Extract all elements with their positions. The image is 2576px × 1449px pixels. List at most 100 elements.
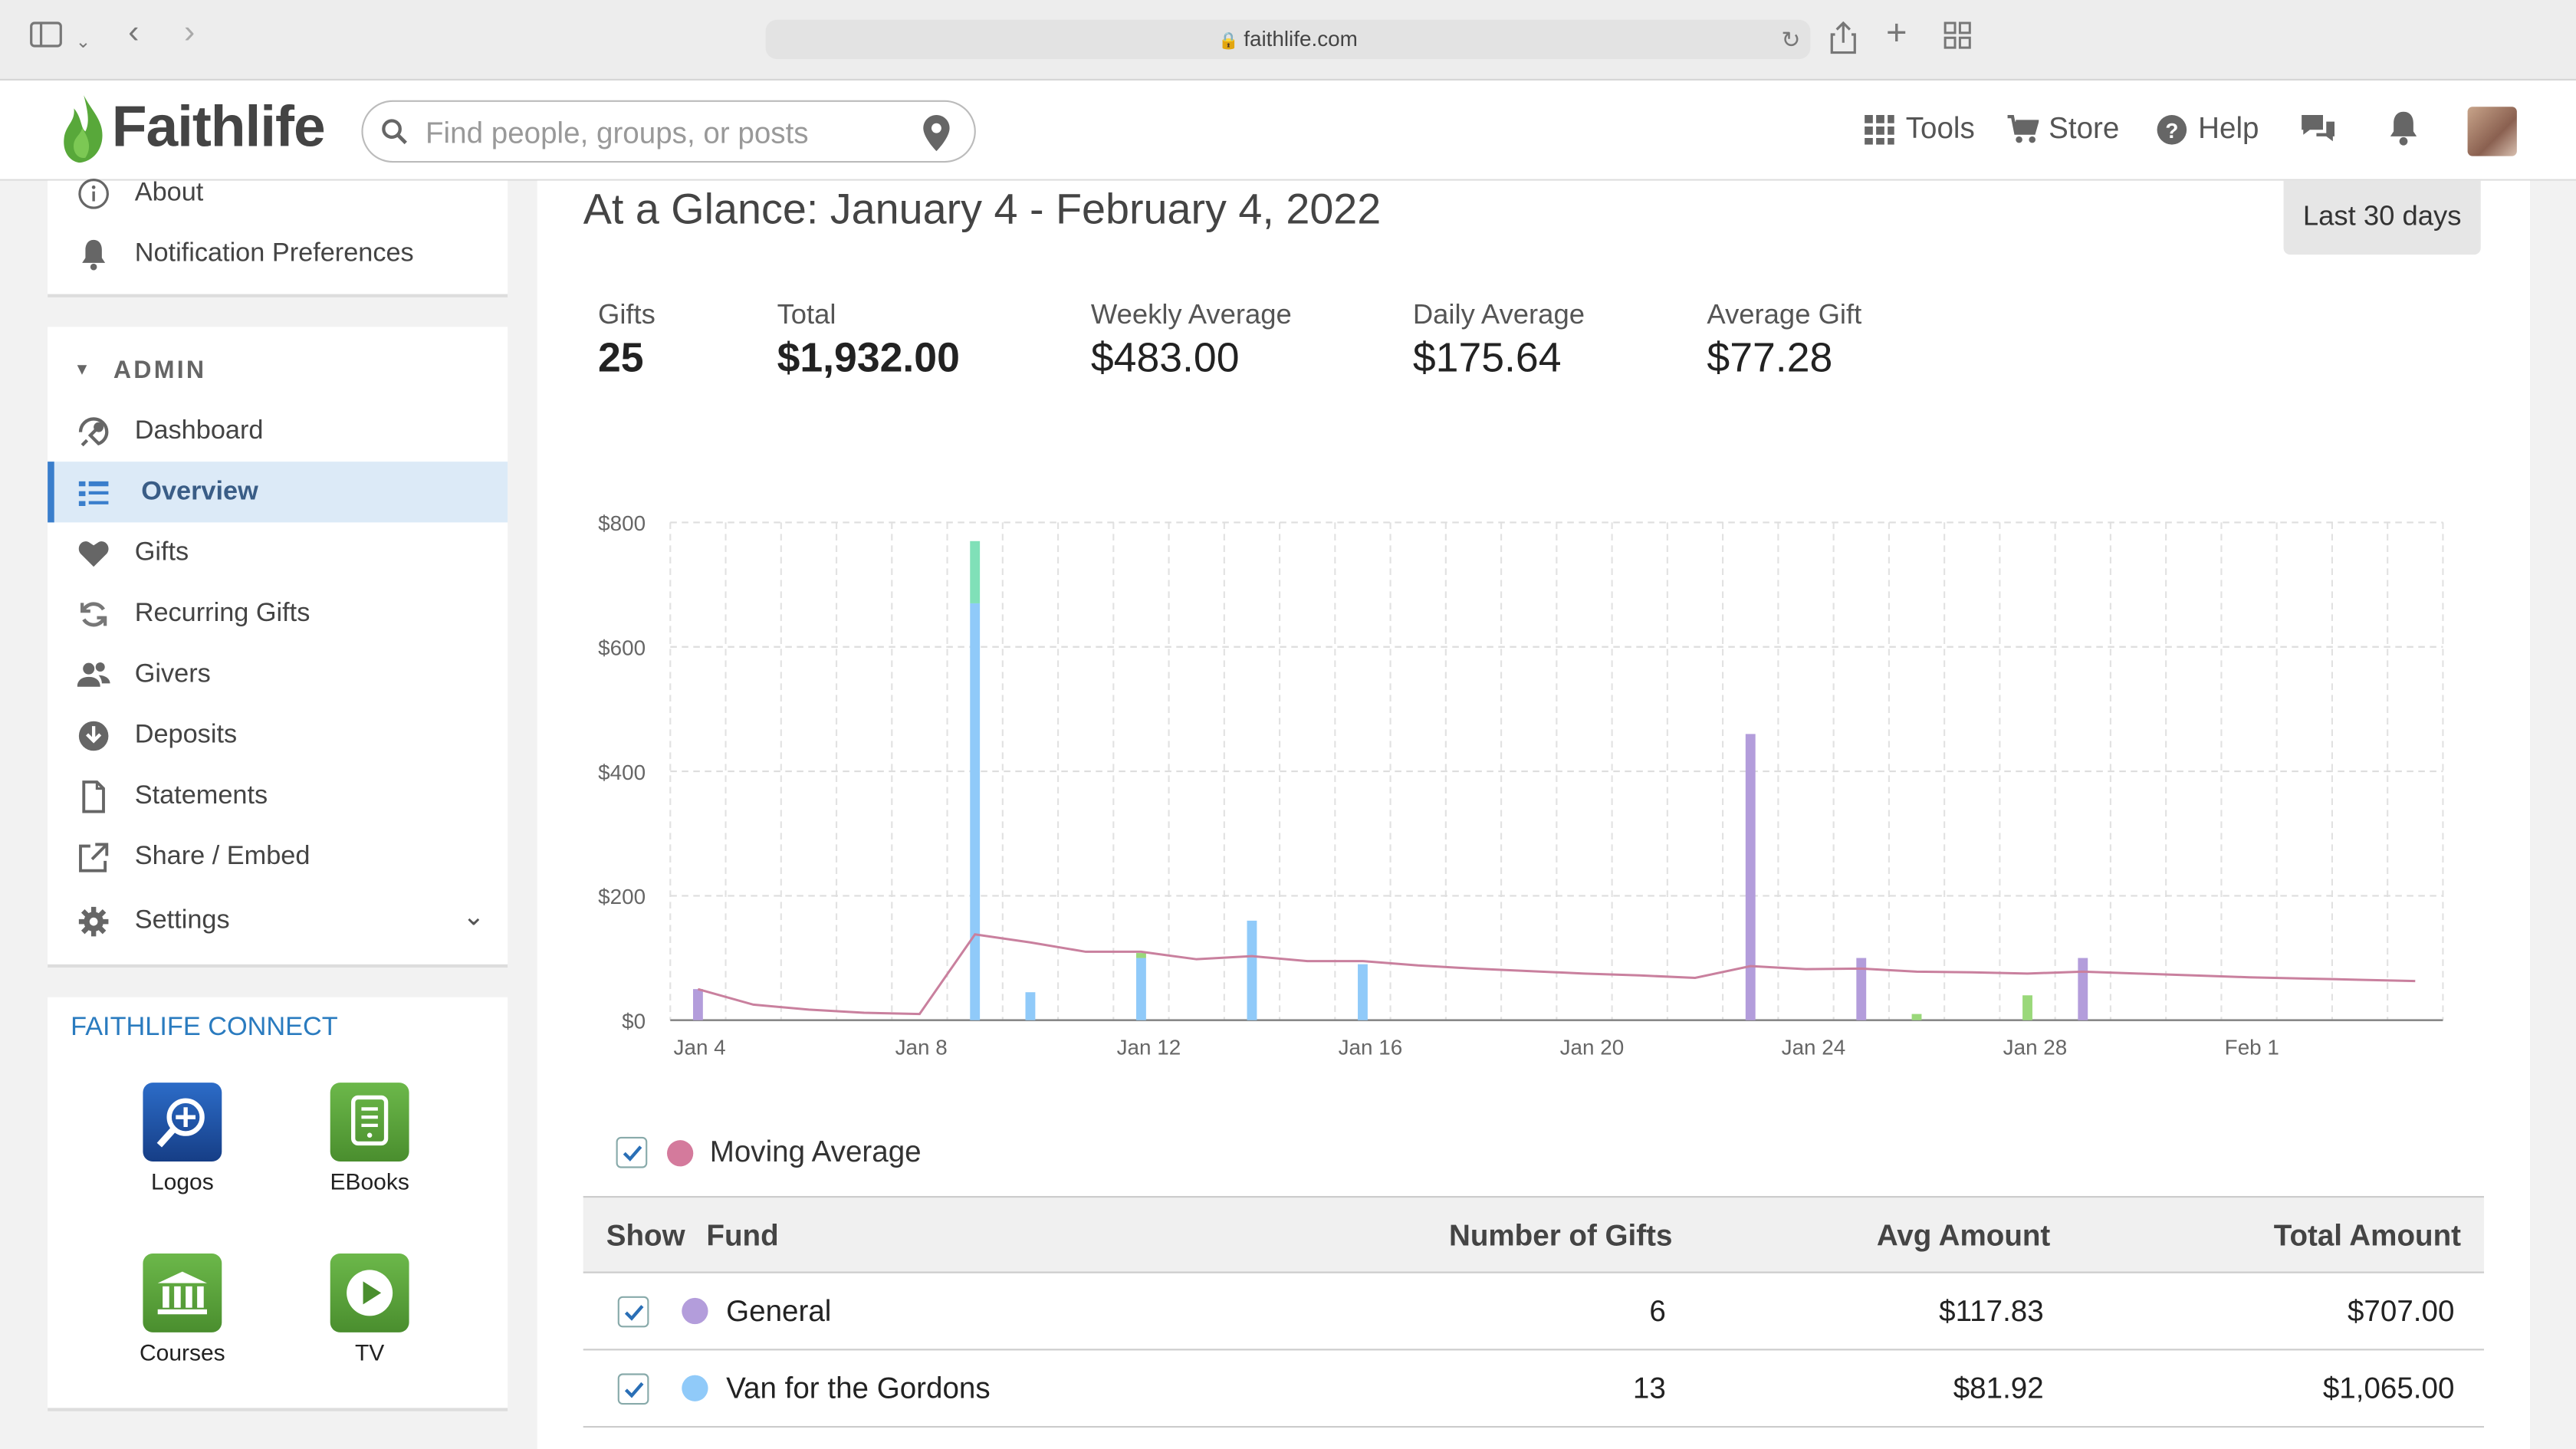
cart-icon — [2007, 113, 2039, 143]
dashboard-icon — [77, 415, 110, 448]
app-label: Courses — [139, 1339, 225, 1365]
connect-heading: FAITHLIFE CONNECT — [71, 1014, 338, 1042]
date-range-button[interactable]: Last 30 days — [2283, 180, 2481, 255]
col-number-of-gifts[interactable]: Number of Gifts — [1448, 1219, 1673, 1252]
moving-average-toggle[interactable]: Moving Average — [616, 1135, 922, 1170]
store-link[interactable]: Store — [2006, 112, 2119, 146]
stat-value: $1,932.00 — [777, 335, 960, 382]
col-fund[interactable]: Fund — [706, 1219, 779, 1252]
row-show-checkbox[interactable] — [617, 1296, 649, 1332]
app-ebooks[interactable]: EBooks — [312, 1083, 427, 1194]
x-tick-label: Jan 28 — [2003, 1036, 2068, 1060]
help-link[interactable]: ? Help — [2155, 112, 2259, 146]
recurring-icon — [77, 597, 110, 630]
messages-button[interactable] — [2298, 110, 2338, 146]
avatar[interactable] — [2467, 107, 2517, 156]
chart-bar — [1136, 958, 1146, 1020]
app-label: EBooks — [330, 1168, 409, 1194]
sidebar-item-label: Statements — [134, 780, 268, 810]
back-icon[interactable]: ‹ — [128, 15, 140, 51]
address-bar[interactable]: 🔒 faithlife.com ↻ — [765, 19, 1811, 60]
legend-swatch — [667, 1139, 694, 1166]
sidebar-item-givers[interactable]: Givers — [48, 644, 508, 705]
x-tick-label: Jan 16 — [1339, 1036, 1403, 1060]
sidebar-item-label: Givers — [134, 659, 211, 688]
svg-text:?: ? — [2165, 118, 2178, 142]
heart-icon — [77, 537, 110, 570]
chevron-down-icon[interactable]: ⌄ — [462, 903, 485, 932]
app-courses[interactable]: Courses — [125, 1254, 240, 1365]
people-icon — [77, 658, 110, 691]
chart-bar — [1911, 1014, 1922, 1020]
notifications-button[interactable] — [2387, 110, 2420, 146]
store-label: Store — [2049, 111, 2120, 145]
x-tick-label: Jan 12 — [1117, 1036, 1181, 1060]
stat-weekly-average: Weekly Average $483.00 — [1091, 299, 1292, 383]
sidebar-item-dashboard[interactable]: Dashboard — [48, 401, 508, 462]
search-icon — [382, 119, 407, 145]
chat-icon — [2302, 115, 2334, 142]
sidebar-item-settings[interactable]: Settings ⌄ — [48, 890, 508, 951]
search-input[interactable]: Find people, groups, or posts — [361, 100, 976, 163]
app-tv[interactable]: TV — [312, 1254, 427, 1365]
stat-average-gift: Average Gift $77.28 — [1707, 299, 1861, 383]
x-tick-label: Jan 4 — [674, 1036, 726, 1060]
tools-menu[interactable]: Tools — [1863, 112, 1975, 146]
sidebar-item-about[interactable]: About — [48, 163, 508, 223]
sidebar-item-label: Recurring Gifts — [134, 599, 310, 627]
sidebar-item-gifts[interactable]: Gifts — [48, 522, 508, 583]
gift-count: 6 — [1649, 1294, 1666, 1328]
checkbox[interactable] — [616, 1136, 648, 1168]
sidebar-item-label: Dashboard — [134, 416, 264, 445]
sidebar-item-notification-preferences[interactable]: Notification Preferences — [48, 223, 508, 284]
fund-table: Show Fund Number of Gifts Avg Amount Tot… — [583, 1196, 2484, 1428]
faithlife-connect-card: FAITHLIFE CONNECT Logos EBooks Courses — [48, 997, 508, 1411]
y-tick-label: $400 — [598, 761, 646, 784]
stat-total: Total $1,932.00 — [777, 299, 960, 383]
chart-bar — [1856, 958, 1867, 1020]
new-tab-icon[interactable]: + — [1886, 12, 1907, 53]
col-total-amount[interactable]: Total Amount — [2273, 1219, 2461, 1252]
x-tick-label: Jan 20 — [1560, 1036, 1625, 1060]
col-show[interactable]: Show — [606, 1219, 685, 1252]
reload-icon[interactable]: ↻ — [1781, 26, 1801, 53]
stat-label: Total — [777, 299, 836, 330]
x-tick-label: Jan 8 — [895, 1036, 948, 1060]
gift-count: 13 — [1632, 1372, 1666, 1405]
forward-icon[interactable]: › — [184, 15, 196, 51]
share-icon[interactable] — [1830, 21, 1856, 64]
y-tick-label: $800 — [598, 511, 646, 535]
help-icon: ? — [2157, 113, 2187, 144]
brand-name: Faithlife — [111, 95, 326, 159]
tab-overview-icon[interactable] — [1944, 21, 1971, 59]
external-link-icon — [77, 840, 110, 873]
moving-average-line — [698, 933, 2416, 1016]
info-icon — [77, 176, 110, 209]
caret-down-icon[interactable]: ▼ — [74, 361, 90, 380]
row-show-checkbox[interactable] — [617, 1373, 649, 1408]
sidebar-item-overview[interactable]: Overview — [48, 462, 508, 523]
sidebar-item-label: Notification Preferences — [134, 238, 414, 268]
table-row: Van for the Gordons 13 $81.92 $1,065.00 — [583, 1350, 2484, 1428]
faithlife-logo[interactable]: Faithlife — [59, 90, 326, 166]
account-menu-card: About Notification Preferences — [48, 177, 508, 297]
total-amount: $1,065.00 — [2322, 1372, 2455, 1405]
app-logos[interactable]: Logos — [125, 1083, 240, 1194]
stat-gifts: Gifts 25 — [598, 299, 656, 383]
stat-value: $175.64 — [1412, 335, 1562, 382]
location-pin-icon[interactable] — [922, 113, 951, 153]
url-text: faithlife.com — [1244, 26, 1358, 51]
play-icon — [330, 1254, 409, 1332]
sidebar-item-statements[interactable]: Statements — [48, 766, 508, 826]
sidebar-item-share-embed[interactable]: Share / Embed — [48, 826, 508, 887]
document-icon — [77, 779, 110, 813]
x-tick-label: Jan 24 — [1782, 1036, 1846, 1060]
sidebar-item-deposits[interactable]: Deposits — [48, 705, 508, 765]
table-header: Show Fund Number of Gifts Avg Amount Tot… — [583, 1196, 2484, 1273]
col-avg-amount[interactable]: Avg Amount — [1876, 1219, 2051, 1252]
chevron-down-icon[interactable]: ⌄ — [75, 32, 91, 53]
sidebar-item-label: Overview — [141, 477, 258, 505]
chart-bar — [970, 540, 981, 603]
sidebar-item-recurring-gifts[interactable]: Recurring Gifts — [48, 583, 508, 644]
sidebar-toggle-icon[interactable] — [30, 21, 63, 58]
